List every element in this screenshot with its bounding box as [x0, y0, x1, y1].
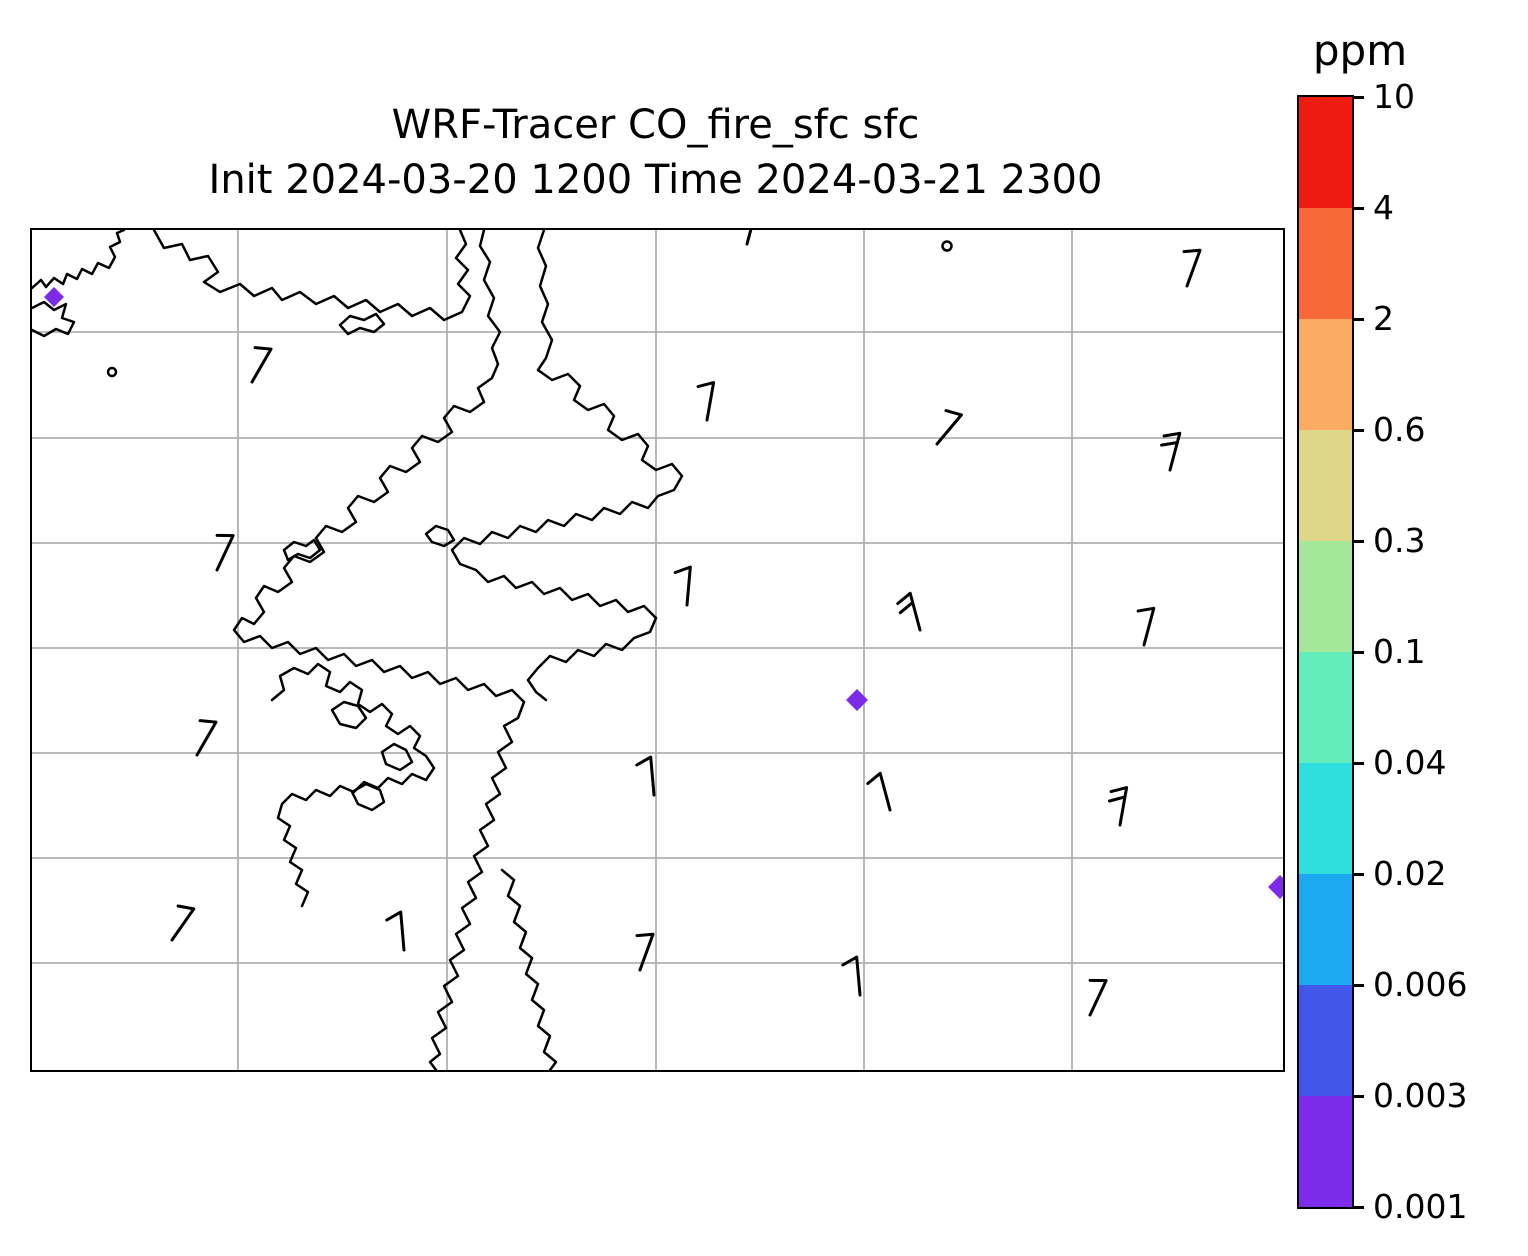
- colorbar-tickmark: [1353, 318, 1364, 321]
- colorbar-tickmark: [1353, 207, 1364, 210]
- wind-barb: [1160, 431, 1182, 472]
- colorbar-segment: [1299, 208, 1352, 319]
- colorbar-segment: [1299, 985, 1352, 1096]
- gridlines: [32, 230, 1283, 1070]
- colorbar-tick-label: 0.02: [1373, 853, 1447, 893]
- colorbar-tick-label: 0.003: [1373, 1075, 1468, 1115]
- colorbar-tick-label: 2: [1373, 298, 1394, 338]
- colorbar-tickmark: [1353, 1206, 1364, 1209]
- coastline: [270, 662, 436, 908]
- wind-barb: [1182, 248, 1202, 288]
- tracer-patch: [1268, 875, 1283, 899]
- colorbar-tickmark: [1353, 984, 1364, 987]
- wind-barb: [1088, 978, 1108, 1017]
- colorbar-segment: [1299, 1096, 1352, 1207]
- coastline: [500, 868, 558, 1070]
- wind-barb: [745, 230, 753, 246]
- colorbar-segment: [1299, 97, 1352, 208]
- colorbar-tickmark: [1353, 1095, 1364, 1098]
- colorbar-tick-label: 0.3: [1373, 520, 1426, 560]
- lake: [330, 700, 368, 730]
- calm-wind-marker: [941, 240, 953, 252]
- colorbar-segment: [1299, 541, 1352, 652]
- lake: [380, 742, 414, 772]
- plot-subtitle: Init 2024-03-20 1200 Time 2024-03-21 230…: [208, 157, 1103, 204]
- wind-barbs: [170, 230, 1202, 1017]
- wind-barb: [215, 533, 235, 572]
- colorbar-segment: [1299, 874, 1352, 985]
- colorbar-segment: [1299, 652, 1352, 763]
- coastlines: [32, 230, 684, 1070]
- colorbar-units-label: ppm: [1312, 26, 1408, 75]
- colorbar-segment: [1299, 763, 1352, 874]
- wind-barb: [250, 346, 273, 384]
- tracer-patches: [44, 287, 1283, 899]
- colorbar-tickmark: [1353, 873, 1364, 876]
- wind-barb: [696, 381, 716, 422]
- island: [424, 524, 456, 548]
- wind-barb: [195, 719, 218, 757]
- wind-barb: [896, 591, 922, 632]
- island: [106, 366, 118, 378]
- wind-barb: [635, 932, 655, 972]
- island: [338, 312, 386, 336]
- wind-barb: [1136, 606, 1156, 647]
- colorbar-tick-label: 0.006: [1373, 964, 1468, 1004]
- colorbar-tickmark: [1353, 429, 1364, 432]
- wind-barb: [170, 904, 196, 942]
- colorbar-segment: [1299, 319, 1352, 430]
- wind-barb: [635, 755, 656, 797]
- colorbar-tick-label: 4: [1373, 187, 1394, 227]
- colorbar-tickmark: [1353, 96, 1364, 99]
- colorbar: [1297, 95, 1354, 1209]
- colorbar-tickmark: [1353, 762, 1364, 765]
- wind-barb: [673, 565, 692, 607]
- wind-barb: [841, 955, 862, 997]
- island: [282, 538, 322, 562]
- wind-barb: [935, 409, 963, 446]
- coastline: [32, 230, 126, 290]
- colorbar-segment: [1299, 430, 1352, 541]
- plot-title: WRF-Tracer CO_fire_sfc sfc: [391, 102, 920, 148]
- tracer-patch: [846, 689, 868, 711]
- plot-title-block: WRF-Tracer CO_fire_sfc sfc Init 2024-03-…: [30, 98, 1281, 208]
- colorbar-tick-label: 0.001: [1373, 1186, 1468, 1226]
- coastline: [450, 230, 684, 702]
- lake: [350, 782, 386, 812]
- wind-barb: [385, 910, 406, 952]
- map-canvas: [32, 230, 1283, 1070]
- wind-barb: [1108, 786, 1129, 827]
- coastline: [152, 230, 472, 322]
- coastline: [232, 230, 526, 1070]
- colorbar-tickmark: [1353, 651, 1364, 654]
- colorbar-tick-label: 0.1: [1373, 631, 1426, 671]
- coastline: [32, 300, 76, 338]
- tracer-patch: [44, 287, 64, 307]
- colorbar-tickmark: [1353, 540, 1364, 543]
- map-plot-area: [30, 228, 1285, 1072]
- wind-barb: [866, 771, 892, 812]
- colorbar-tick-label: 0.04: [1373, 742, 1447, 782]
- colorbar-tick-label: 0.6: [1373, 409, 1426, 449]
- colorbar-tick-label: 10: [1373, 76, 1415, 116]
